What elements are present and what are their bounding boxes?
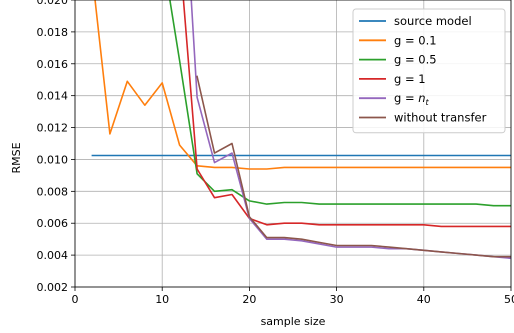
x-tick-label: 0 <box>72 293 79 306</box>
y-axis-label: RMSE <box>10 142 23 173</box>
y-tick-label: 0.004 <box>37 249 69 262</box>
x-tick-label: 20 <box>242 293 256 306</box>
legend-label: source model <box>394 14 472 28</box>
y-tick-label: 0.010 <box>37 153 69 166</box>
x-tick-label: 10 <box>155 293 169 306</box>
y-tick-label: 0.008 <box>37 185 69 198</box>
series-line-3 <box>182 0 511 228</box>
legend: source model g = 0.1 g = 0.5 g = 1 g = nt wit… <box>352 8 506 134</box>
series-line-1 <box>94 0 511 170</box>
x-tick-label: 40 <box>417 293 431 306</box>
legend-box <box>352 8 506 134</box>
legend-label: g = 0.1 <box>394 33 437 47</box>
x-tick-label: 50 <box>504 293 514 306</box>
y-tick-label: 0.012 <box>37 122 69 135</box>
series-line-5 <box>196 75 511 258</box>
y-tick-label: 0.002 <box>37 281 69 294</box>
y-tick-label: 0.006 <box>37 217 69 230</box>
legend-label: g = 1 <box>394 72 426 86</box>
axis-ticks: 0 10 20 30 40 50 0.002 0.004 0.006 0.008 0.010 0.01… <box>37 0 514 306</box>
x-axis-label: sample size <box>261 315 326 328</box>
y-tick-label: 0.020 <box>37 0 69 7</box>
legend-label: g = nt <box>394 91 430 107</box>
series-lines <box>91 0 511 260</box>
grid <box>74 0 512 288</box>
y-tick-label: 0.014 <box>37 90 69 103</box>
x-tick-label: 30 <box>330 293 344 306</box>
plot-frame <box>74 0 512 288</box>
y-tick-label: 0.016 <box>37 58 69 71</box>
legend-label: g = 0.5 <box>394 53 437 67</box>
axes-frame <box>74 0 512 288</box>
legend-label: without transfer <box>394 111 487 125</box>
y-tick-label: 0.018 <box>37 26 69 39</box>
series-line-2 <box>169 0 511 207</box>
